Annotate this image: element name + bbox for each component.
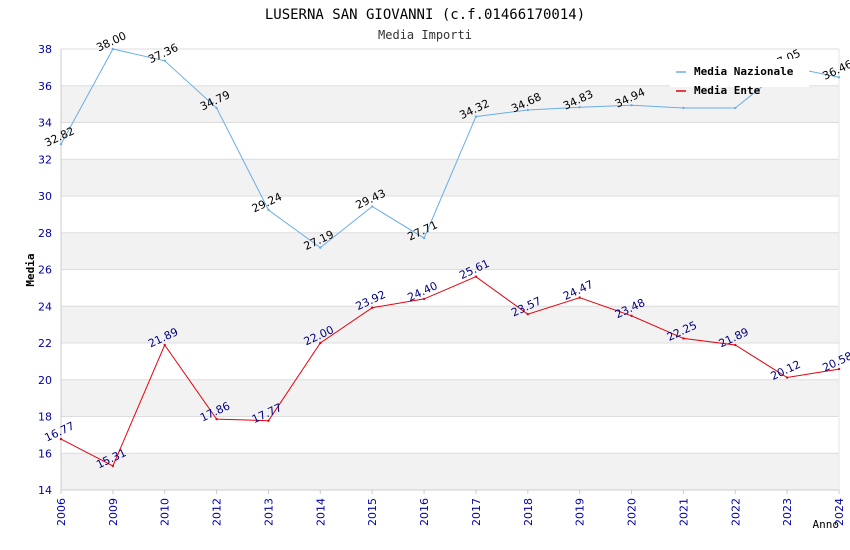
x-tick-label-2017: 2017 — [470, 498, 483, 526]
y-tick-label: 36 — [38, 80, 52, 93]
y-axis-ticks: 14 16 18 20 22 24 26 28 30 32 34 36 38 — [38, 43, 52, 497]
plot-background-bands — [61, 49, 839, 490]
y-axis-label: Media — [24, 253, 37, 286]
series-line-media-ente — [60, 276, 840, 467]
y-tick-label: 16 — [38, 447, 52, 460]
x-axis-ticks: 2006 2009 2010 2012 2013 2014 2015 2016 2017 2018… — [55, 490, 846, 526]
data-point-media-nazionale — [59, 142, 63, 146]
data-point-media-nazionale — [215, 106, 218, 110]
x-tick-label-2013: 2013 — [262, 498, 275, 526]
x-tick-label-2014: 2014 — [314, 498, 327, 526]
data-point-media-ente — [371, 306, 374, 309]
data-point-media-nazionale — [371, 205, 374, 208]
x-tick-label-2012: 2012 — [211, 498, 224, 526]
y-tick-label: 20 — [38, 374, 52, 387]
y-tick-label: 24 — [38, 300, 52, 313]
data-point-media-ente — [319, 341, 322, 345]
x-tick-label-2018: 2018 — [522, 498, 535, 526]
plot-band — [61, 232, 839, 270]
data-point-media-nazionale — [682, 106, 685, 110]
data-point-media-ente — [163, 343, 166, 347]
data-point-media-ente — [682, 337, 685, 340]
y-tick-label: 28 — [38, 227, 52, 240]
data-point-media-nazionale — [630, 104, 633, 107]
data-point-media-nazionale — [837, 76, 841, 79]
plot-band — [61, 453, 839, 490]
data-point-media-nazionale — [734, 106, 737, 110]
data-point-media-nazionale — [526, 108, 529, 112]
y-tick-label: 34 — [38, 117, 52, 130]
chart-subtitle: Media Importi — [378, 28, 472, 42]
data-point-media-nazionale — [474, 115, 478, 118]
data-point-media-ente — [267, 419, 270, 422]
y-tick-label: 30 — [38, 190, 52, 203]
plot-band — [61, 306, 839, 343]
series-lines — [59, 47, 841, 468]
data-point-media-nazionale — [111, 47, 115, 51]
legend-box — [670, 59, 809, 87]
data-point-media-ente — [474, 275, 478, 278]
data-point-media-ente — [785, 376, 789, 379]
x-axis-label: Anno — [813, 518, 840, 531]
data-point-media-nazionale — [163, 59, 166, 62]
plot-band — [61, 343, 839, 380]
legend-label-media-nazionale: Media Nazionale — [694, 65, 794, 78]
x-tick-label-2010: 2010 — [159, 498, 172, 526]
plot-band — [61, 196, 839, 233]
x-tick-label-2006: 2006 — [55, 498, 68, 526]
data-point-media-ente — [111, 464, 115, 468]
y-tick-label: 32 — [38, 153, 52, 166]
data-point-media-nazionale — [319, 246, 322, 249]
legend: Media Nazionale Media Ente — [670, 59, 809, 97]
y-tick-label: 38 — [38, 43, 52, 56]
x-tick-label-2019: 2019 — [574, 498, 587, 526]
x-tick-label-2023: 2023 — [781, 498, 794, 526]
plot-band — [61, 379, 839, 417]
y-tick-label: 18 — [38, 411, 52, 424]
data-point-media-ente — [59, 437, 63, 441]
x-tick-label-2015: 2015 — [366, 498, 379, 526]
x-tick-label-2024: 2024 — [833, 498, 846, 526]
x-tick-label-2020: 2020 — [626, 498, 639, 526]
data-point-media-nazionale — [267, 208, 270, 212]
data-point-media-ente — [422, 297, 426, 301]
plot-band — [61, 85, 839, 123]
x-tick-label-2009: 2009 — [107, 498, 120, 526]
data-point-media-ente — [734, 343, 737, 347]
y-tick-label: 26 — [38, 264, 52, 277]
data-point-media-ente — [630, 314, 633, 318]
data-point-media-ente — [578, 296, 581, 299]
data-point-media-ente — [526, 312, 529, 316]
axes — [60, 49, 840, 491]
plot-band — [61, 122, 839, 160]
data-point-media-ente — [837, 367, 841, 371]
y-tick-label: 22 — [38, 337, 52, 350]
y-tick-label: 14 — [38, 484, 52, 497]
legend-label-media-ente: Media Ente — [694, 84, 761, 97]
x-tick-label-2016: 2016 — [418, 498, 431, 526]
data-point-media-ente — [215, 417, 218, 421]
plot-band — [61, 416, 839, 454]
x-tick-label-2022: 2022 — [729, 498, 742, 526]
data-point-media-nazionale — [422, 236, 426, 240]
series-line-media-nazionale — [60, 48, 840, 249]
x-tick-label-2021: 2021 — [677, 498, 690, 526]
chart-title: LUSERNA SAN GIOVANNI (c.f.01466170014) — [265, 7, 585, 23]
data-point-media-nazionale — [578, 106, 581, 109]
